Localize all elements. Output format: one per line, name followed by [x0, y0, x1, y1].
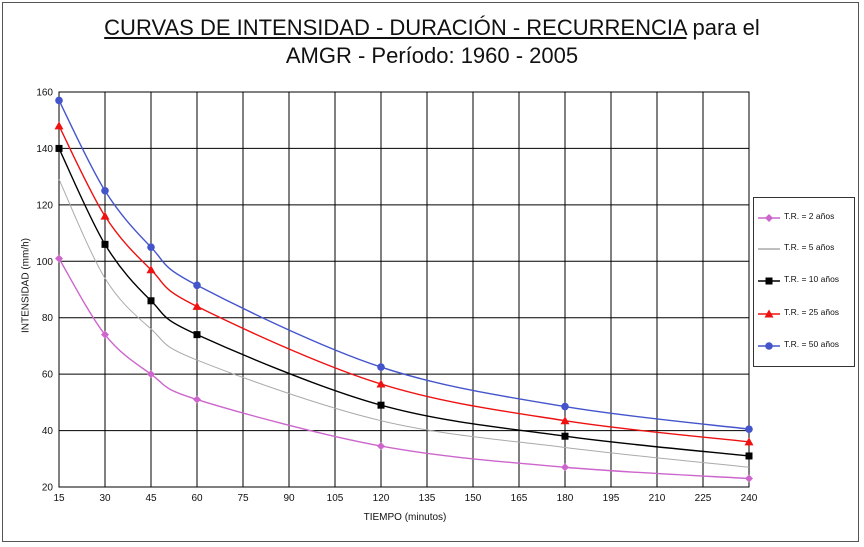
series-line-0 — [58, 258, 750, 480]
data-point-3 — [146, 265, 156, 274]
legend: T.R. = 2 años T.R. = 5 años T.R. = 10 años… — [753, 197, 855, 367]
series-line-1 — [58, 179, 750, 468]
data-point-4 — [193, 281, 201, 290]
x-tick-label: 195 — [603, 493, 620, 504]
data-point-3 — [560, 416, 570, 425]
y-tick-label: 80 — [42, 313, 54, 324]
x-tick-label: 90 — [283, 493, 295, 504]
series-markers — [54, 96, 754, 483]
data-point-2 — [377, 401, 385, 409]
data-point-4 — [101, 186, 109, 195]
legend-swatch — [758, 277, 780, 285]
x-tick-label: 150 — [465, 493, 482, 504]
y-axis-label: INTENSIDAD (mm/h) — [20, 238, 32, 333]
x-tick-label: 240 — [741, 493, 758, 504]
grid — [58, 91, 750, 488]
plot-background — [58, 91, 750, 488]
x-tick-label: 180 — [557, 493, 574, 504]
data-point-3 — [100, 211, 110, 220]
data-point-4 — [377, 363, 385, 371]
legend-marker — [765, 214, 773, 222]
legend-item: T.R. = 25 años — [754, 304, 854, 324]
y-tick-label: 60 — [42, 370, 54, 381]
data-point-2 — [745, 452, 753, 460]
data-point-3 — [54, 121, 64, 130]
legend-item: T.R. = 2 años — [754, 208, 854, 228]
x-tick-label: 165 — [511, 493, 528, 504]
data-point-4 — [745, 425, 753, 433]
data-point-0 — [745, 474, 753, 483]
data-point-3 — [744, 437, 754, 446]
x-tick-label: 120 — [373, 493, 390, 504]
y-tick-labels: 20 40 60 80 100 120 140 160 — [36, 88, 53, 494]
legend-marker — [764, 309, 774, 318]
data-point-2 — [55, 144, 63, 152]
x-tick-label: 105 — [327, 493, 344, 504]
data-point-3 — [376, 379, 386, 388]
data-point-0 — [561, 463, 569, 472]
x-tick-labels: 15 30 45 60 75 90 105 120 135 150 165 180 195 210 225 2… — [53, 493, 757, 504]
y-tick-label: 20 — [42, 483, 54, 494]
x-tick-label: 30 — [99, 493, 111, 504]
data-point-0 — [377, 442, 385, 451]
chart-subtitle: AMGR - Período: 1960 - 2005 — [285, 43, 579, 68]
data-point-2 — [561, 432, 569, 440]
legend-swatch — [758, 309, 780, 318]
data-point-0 — [193, 395, 201, 404]
legend-label: T.R. = 25 años — [784, 307, 840, 317]
x-tick-label: 60 — [191, 493, 203, 504]
legend-swatch — [758, 342, 780, 350]
y-tick-label: 140 — [36, 144, 53, 155]
legend-label: T.R. = 5 años — [784, 242, 835, 252]
data-point-3 — [192, 301, 202, 310]
y-tick-label: 160 — [36, 88, 53, 99]
data-point-2 — [193, 331, 201, 339]
legend-label: T.R. = 10 años — [784, 274, 840, 284]
y-tick-label: 100 — [36, 257, 53, 268]
data-point-2 — [101, 240, 109, 248]
chart-title-underlined: CURVAS DE INTENSIDAD - DURACIÓN - RECURR… — [104, 15, 687, 40]
chart-title: CURVAS DE INTENSIDAD - DURACIÓN - RECURR… — [0, 14, 864, 70]
legend-label: T.R. = 2 años — [784, 211, 835, 221]
x-tick-label: 210 — [649, 493, 666, 504]
chart-title-rest: para el — [686, 15, 760, 40]
legend-swatch — [758, 214, 780, 222]
x-tick-label: 45 — [145, 493, 157, 504]
y-tick-label: 40 — [42, 426, 54, 437]
x-tick-label: 225 — [695, 493, 712, 504]
data-point-4 — [147, 243, 155, 251]
legend-marker — [765, 277, 773, 285]
y-tick-label: 120 — [36, 200, 53, 211]
data-point-0 — [147, 370, 155, 379]
legend-swatch — [758, 248, 780, 250]
data-point-0 — [101, 330, 109, 339]
x-tick-label: 135 — [419, 493, 436, 504]
x-tick-label: 15 — [53, 493, 65, 504]
x-tick-label: 75 — [237, 493, 249, 504]
data-point-4 — [55, 96, 63, 105]
data-point-0 — [55, 254, 63, 263]
legend-item: T.R. = 5 años — [754, 239, 854, 259]
data-point-2 — [147, 297, 155, 305]
legend-item: T.R. = 50 años — [754, 336, 854, 356]
data-point-4 — [561, 402, 569, 411]
legend-label: T.R. = 50 años — [784, 339, 840, 349]
x-axis-label: TIEMPO (minutos) — [363, 512, 447, 523]
legend-marker — [765, 342, 773, 350]
legend-item: T.R. = 10 años — [754, 271, 854, 291]
